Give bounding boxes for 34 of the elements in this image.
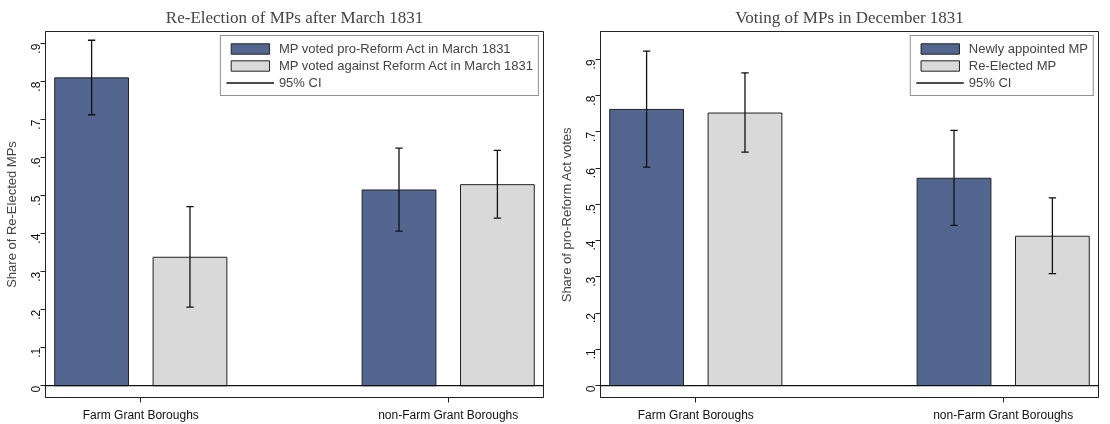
y-tick-label: .2: [29, 309, 43, 320]
y-tick-label: .6: [29, 157, 43, 168]
y-tick-label: .4: [29, 233, 43, 244]
chart-title: Voting of MPs in December 1831: [735, 7, 964, 27]
legend-label: Re-Elected MP: [968, 58, 1057, 73]
x-tick-label: non-Farm Grant Boroughs: [378, 407, 519, 422]
y-tick-label: 0: [584, 385, 598, 393]
x-tick-label: Farm Grant Boroughs: [82, 407, 199, 422]
y-tick-label: .5: [584, 204, 598, 215]
y-tick-label: 0: [29, 385, 43, 393]
legend-label: MP voted against Reform Act in March 1831: [278, 58, 533, 73]
annotation: 95% CI: [278, 75, 322, 90]
legend-label: Newly appointed MP: [968, 41, 1088, 56]
y-tick-label: .1: [584, 348, 598, 360]
y-tick-label: .3: [584, 276, 598, 287]
x-tick-label: Farm Grant Boroughs: [637, 407, 754, 422]
x-tick-label: non-Farm Grant Boroughs: [933, 407, 1074, 422]
y-tick-label: .4: [584, 240, 598, 251]
annotation: 95% CI: [968, 75, 1012, 90]
y-tick-label: .1: [29, 347, 43, 358]
y-tick-label: .9: [29, 43, 43, 54]
y-tick-label: .6: [584, 167, 598, 179]
y-tick-label: .8: [584, 95, 598, 106]
y-tick-label: .9: [584, 59, 598, 70]
y-tick-label: .3: [29, 271, 43, 282]
y-tick-label: .5: [29, 195, 43, 206]
y-axis-title: Share of pro-Reform Act votes: [558, 126, 574, 303]
y-tick-label: .7: [584, 131, 598, 142]
y-axis-title: Share of Re-Elected MPs: [3, 140, 19, 288]
legend-label: MP voted pro-Reform Act in March 1831: [278, 41, 511, 56]
y-tick-label: .8: [29, 81, 43, 92]
y-tick-label: .7: [29, 119, 43, 130]
y-tick-label: .2: [584, 312, 598, 324]
chart-title: Re-Election of MPs after March 1831: [165, 7, 424, 27]
